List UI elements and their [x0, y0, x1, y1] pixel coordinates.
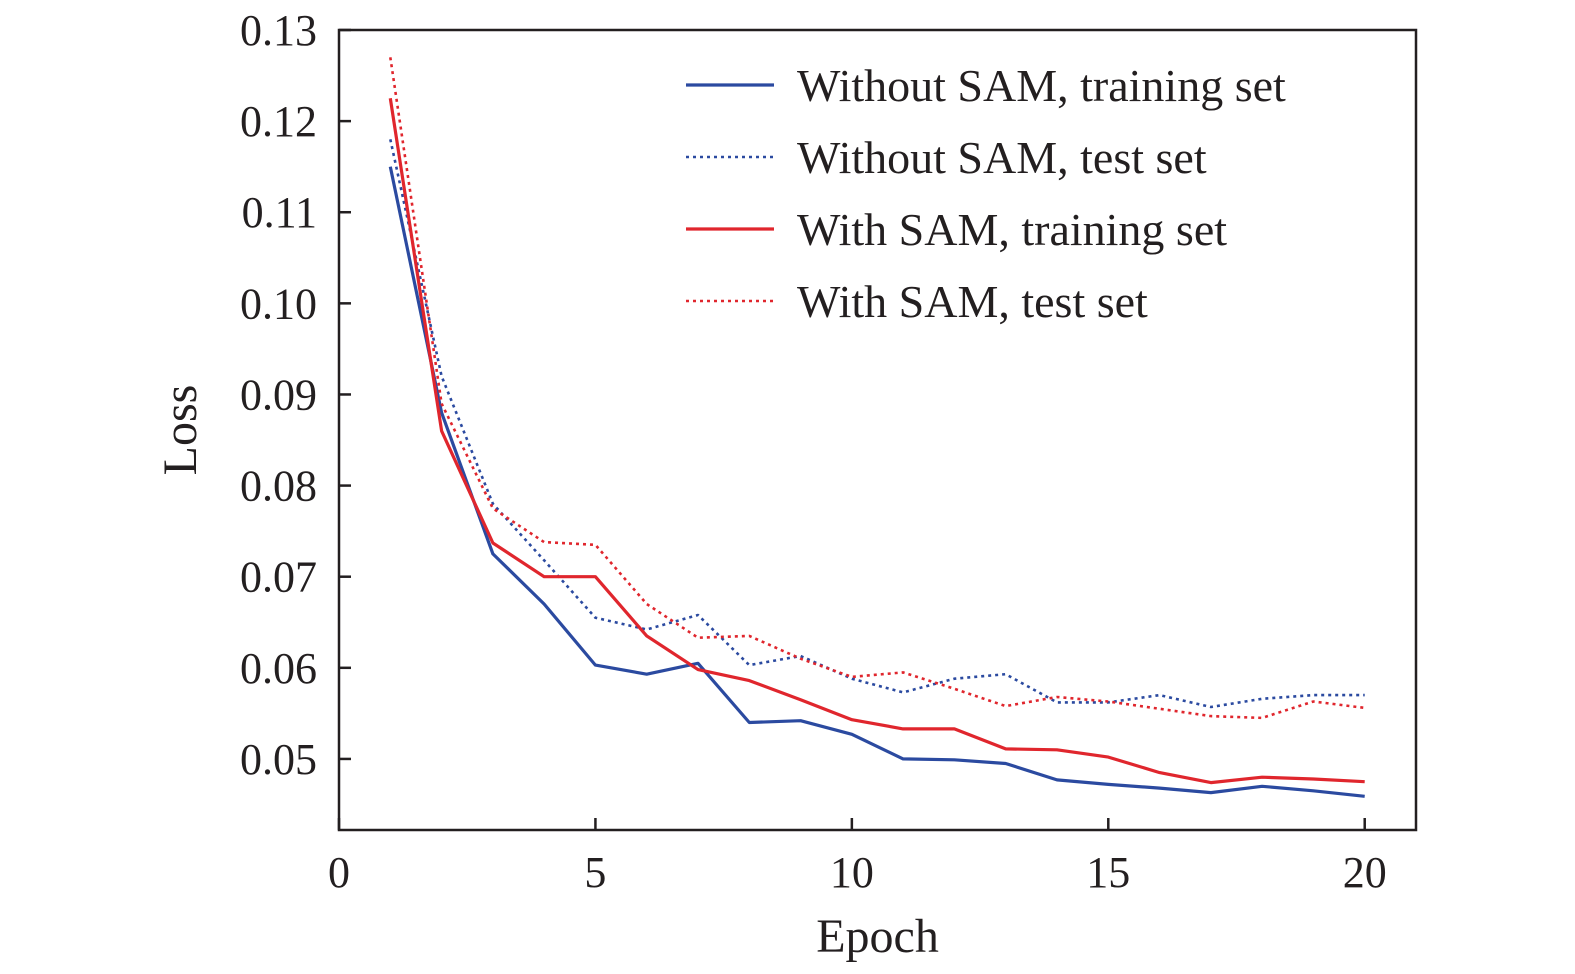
plot-frame — [337, 28, 1418, 832]
y-tick-label: 0.07 — [240, 553, 317, 602]
y-tick-label: 0.13 — [240, 6, 317, 55]
y-axis-title: Loss — [154, 385, 207, 476]
legend-label-3: With SAM, training set — [797, 204, 1227, 255]
y-tick-label: 0.11 — [242, 188, 317, 237]
x-axis-ticks: 0 5 10 15 20 — [328, 818, 1387, 897]
x-axis-title: Epoch — [816, 910, 939, 963]
x-tick-label: 0 — [328, 848, 350, 897]
y-axis-ticks: 0.05 0.06 0.07 0.08 0.09 0.10 0.11 0.12 0.13 — [240, 6, 351, 784]
legend-label-1: Without SAM, training set — [797, 60, 1286, 111]
x-tick-label: 20 — [1343, 848, 1387, 897]
x-tick-label: 10 — [830, 848, 874, 897]
y-tick-label: 0.12 — [240, 97, 317, 146]
legend-label-2: Without SAM, test set — [797, 132, 1207, 183]
series-line-3 — [388, 98, 1365, 785]
legend: Without SAM, training set Without SAM, te… — [686, 60, 1286, 327]
y-tick-label: 0.09 — [240, 370, 317, 419]
series-line-1 — [388, 166, 1365, 798]
x-tick-label: 15 — [1086, 848, 1130, 897]
y-tick-label: 0.06 — [240, 644, 317, 693]
legend-label-4: With SAM, test set — [797, 276, 1148, 327]
y-tick-label: 0.08 — [240, 462, 317, 511]
series-line-4 — [389, 57, 1365, 720]
y-tick-label: 0.05 — [240, 735, 317, 784]
x-tick-label: 5 — [584, 848, 606, 897]
series-layer — [388, 57, 1365, 798]
axes-frame — [337, 28, 1418, 832]
y-tick-label: 0.10 — [240, 279, 317, 328]
